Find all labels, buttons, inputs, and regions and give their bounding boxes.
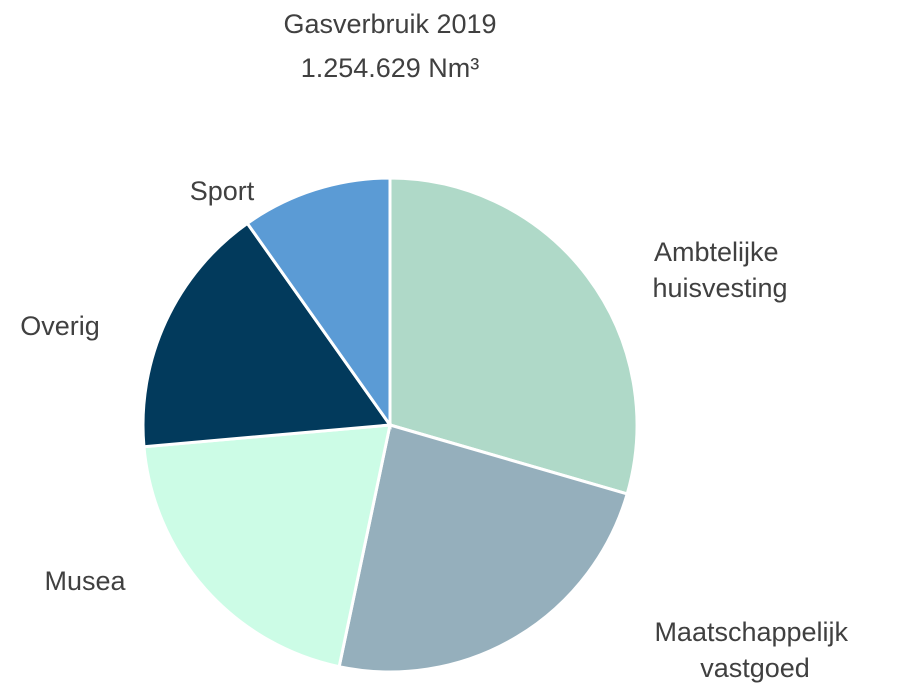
pie-slice: [388, 176, 639, 496]
pie-slice: [245, 176, 392, 430]
slice-label: Overig: [20, 311, 100, 341]
slice-label: Ambtelijke huisvesting: [652, 237, 787, 303]
slice-label: Musea: [44, 566, 126, 596]
slice-label-line: huisvesting: [652, 273, 787, 303]
slice-label-line: Maatschappelijk: [654, 617, 855, 647]
slice-label: Sport: [190, 176, 255, 206]
pie-slice: [141, 221, 393, 449]
slice-label-line: Sport: [190, 176, 255, 206]
slice-label-line: Musea: [44, 566, 126, 596]
pie-slice: [142, 423, 392, 669]
slice-label: Maatschappelijk vastgoed: [654, 617, 855, 683]
slice-label-line: Ambtelijke: [654, 237, 786, 267]
chart-title: Gasverbruik 2019: [283, 9, 496, 39]
slice-label-line: vastgoed: [700, 653, 810, 683]
slice-label-line: Overig: [20, 311, 100, 341]
pie-slice: [337, 423, 630, 674]
chart-subtitle: 1.254.629 Nm³: [301, 53, 480, 83]
